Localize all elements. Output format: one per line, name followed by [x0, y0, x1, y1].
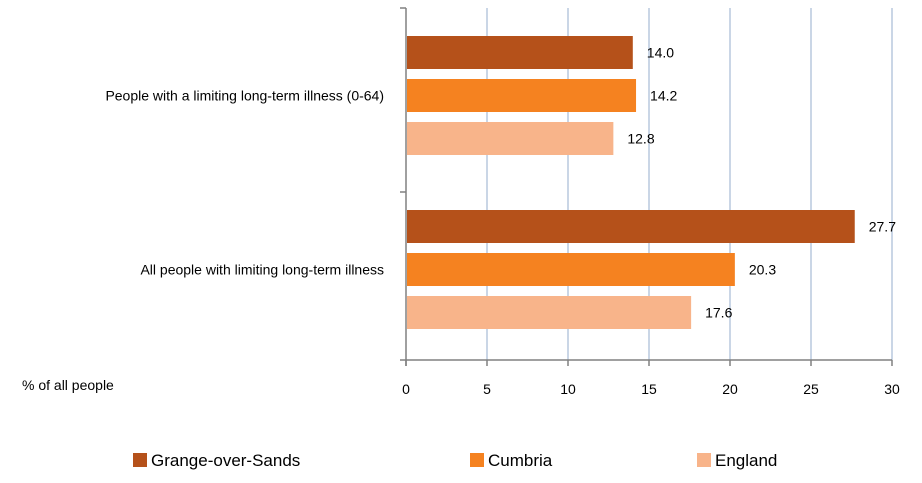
x-tick-label-10: 10 [560, 381, 576, 397]
axes: 0 5 10 15 20 25 30 [400, 7, 900, 397]
bar-0-1 [407, 79, 637, 112]
bar-0-2 [407, 122, 614, 155]
data-label-0-1: 14.2 [650, 88, 677, 104]
x-tick-label-5: 5 [483, 381, 491, 397]
bar-1-0 [407, 210, 855, 243]
labels: 14.0 14.2 12.8 People with a limiting long-… [105, 45, 896, 321]
legend-swatch-0 [133, 453, 147, 467]
legend-label-0: Grange-over-Sands [151, 451, 300, 470]
bar-0-0 [407, 36, 633, 69]
legend-swatch-1 [470, 453, 484, 467]
legend: Grange-over-Sands Cumbria England [133, 451, 777, 470]
legend-swatch-2 [697, 453, 711, 467]
x-tick-label-15: 15 [641, 381, 657, 397]
x-tick-label-0: 0 [402, 381, 410, 397]
data-label-0-0: 14.0 [647, 45, 674, 61]
data-label-0-2: 12.8 [627, 131, 654, 147]
x-tick-label-20: 20 [722, 381, 738, 397]
bar-1-2 [407, 296, 692, 329]
x-tick-label-25: 25 [803, 381, 819, 397]
data-label-1-1: 20.3 [749, 262, 776, 278]
bars [407, 36, 855, 329]
category-label-0: People with a limiting long-term illness… [105, 88, 384, 104]
bar-1-1 [407, 253, 735, 286]
category-label-1: All people with limiting long-term illne… [140, 262, 384, 278]
x-axis-title: % of all people [22, 377, 114, 393]
legend-label-2: England [715, 451, 777, 470]
data-label-1-2: 17.6 [705, 305, 732, 321]
x-tick-label-30: 30 [884, 381, 900, 397]
data-label-1-0: 27.7 [869, 219, 896, 235]
legend-label-1: Cumbria [488, 451, 553, 470]
